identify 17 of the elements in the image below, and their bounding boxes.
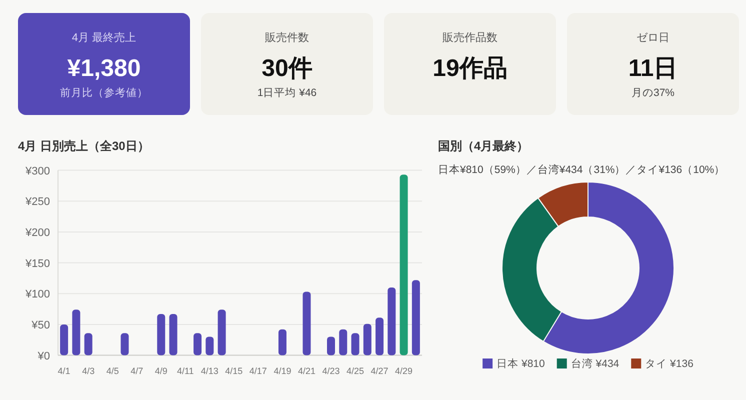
text: 4月 最終売上	[72, 31, 136, 44]
legend-label: 日本 ¥810	[496, 357, 546, 370]
text: ¥1,380	[67, 55, 141, 82]
text: 11日	[628, 55, 678, 82]
text: 30件	[262, 55, 312, 82]
text: 月の37%	[631, 87, 675, 99]
text: 販売作品数	[442, 31, 498, 44]
chart-title: 国別（4月最終）	[438, 139, 529, 153]
legend-label: タイ ¥136	[645, 358, 694, 370]
text: ゼロ日	[636, 32, 670, 44]
text: 19作品	[432, 55, 508, 82]
text: 1日平均 ¥46	[257, 87, 317, 99]
legend-label: 台湾 ¥434	[570, 357, 620, 370]
bar	[412, 280, 420, 356]
text: 販売件数	[265, 31, 309, 44]
text: 前月比（参考値）	[60, 86, 148, 99]
chart-subtitle: 日本¥810（59%）／台湾¥434（31%）／タイ¥136（10%）	[438, 163, 726, 176]
